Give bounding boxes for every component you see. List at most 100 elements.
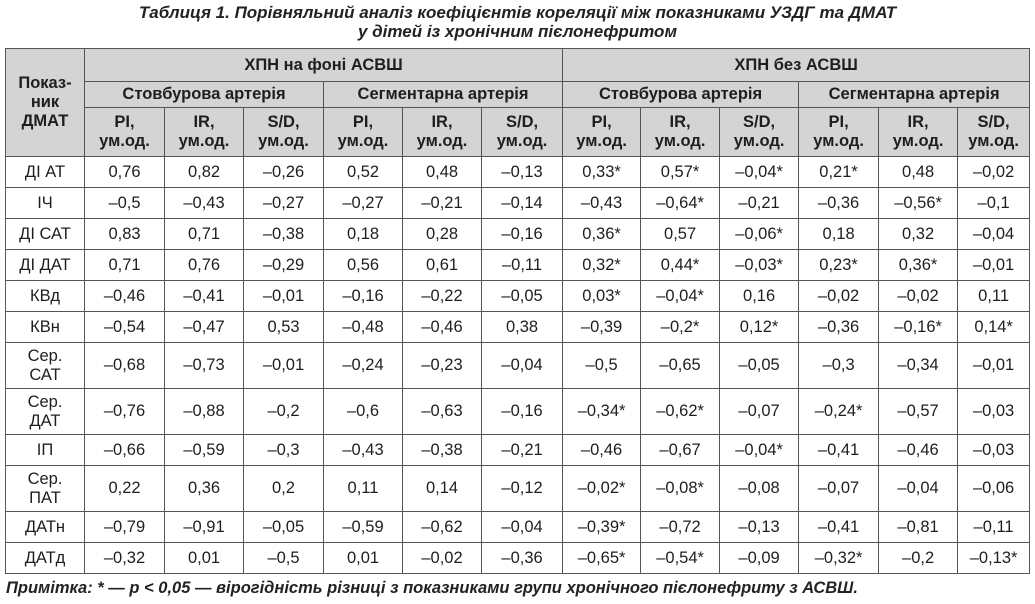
table-cell: –0,43 — [323, 434, 403, 466]
table-row: ДІ АТ 0,76 0,82 –0,26 0,52 0,48 –0,13 0,33* 0,57… — [5, 156, 1031, 188]
index-header: S/D, ум.од. — [719, 107, 800, 157]
table-cell: –0,79 — [84, 511, 165, 543]
table-cell: –0,62* — [640, 388, 721, 435]
table-cell: –0,05 — [480, 280, 564, 312]
table-cell: –0,23 — [402, 342, 482, 389]
table-cell: –0,07 — [798, 465, 880, 512]
table-cell: –0,63 — [402, 388, 482, 435]
table-cell: –0,64* — [640, 187, 721, 219]
table-cell: –0,16 — [480, 388, 564, 435]
table-cell: 0,44* — [640, 249, 721, 281]
table-cell: –0,43 — [164, 187, 244, 219]
table-caption: Таблиця 1. Порівняльний аналіз коефіцієн… — [0, 3, 1035, 41]
index-header: IR, ум.од. — [402, 107, 482, 157]
table-cell: –0,38 — [243, 218, 324, 250]
table-cell: –0,32* — [798, 542, 880, 574]
table-cell: –0,29 — [243, 249, 324, 281]
table-cell: –0,57 — [878, 388, 959, 435]
row-label: Сер. САТ — [5, 342, 85, 389]
table-row: ДІ САТ 0,83 0,71 –0,38 0,18 0,28 –0,16 0,36* 0,5… — [5, 218, 1031, 250]
table-cell: –0,08* — [640, 465, 721, 512]
table-cell: –0,66 — [84, 434, 165, 466]
table-row: КВн –0,54 –0,47 0,53 –0,48 –0,46 0,38 –0,39 –0,2… — [5, 311, 1031, 343]
row-label: ІП — [5, 434, 85, 466]
table-cell: 0,23* — [798, 249, 880, 281]
table-cell: 0,18 — [323, 218, 403, 250]
table-cell: –0,01 — [957, 249, 1031, 281]
index-header: IR, ум.од. — [640, 107, 721, 157]
table-cell: –0,16 — [323, 280, 403, 312]
table-cell: 0,16 — [719, 280, 800, 312]
table-cell: 0,36* — [878, 249, 959, 281]
row-label: Сер. ДАТ — [5, 388, 85, 435]
table-cell: –0,76 — [84, 388, 165, 435]
table-cell: 0,76 — [84, 156, 165, 188]
table-cell: –0,32 — [84, 542, 165, 574]
table-cell: –0,02 — [957, 156, 1031, 188]
table-cell: –0,27 — [323, 187, 403, 219]
table-cell: 0,61 — [402, 249, 482, 281]
index-header: IR, ум.од. — [164, 107, 244, 157]
row-label: ДІ АТ — [5, 156, 85, 188]
table-cell: –0,03* — [719, 249, 800, 281]
index-header: S/D, ум.од. — [243, 107, 324, 157]
table-cell: 0,56 — [323, 249, 403, 281]
table-cell: –0,06 — [957, 465, 1031, 512]
table-row: ДАТд –0,32 0,01 –0,5 0,01 –0,02 –0,36 –0,65* –0,… — [5, 542, 1031, 574]
table-cell: –0,06* — [719, 218, 800, 250]
artery-header: Стовбурова артерія — [562, 81, 800, 108]
table-cell: –0,26 — [243, 156, 324, 188]
table-cell: 0,71 — [84, 249, 165, 281]
table-cell: –0,46 — [84, 280, 165, 312]
table-row: Сер. САТ –0,68 –0,73 –0,01 –0,24 –0,23 –0,04 –0… — [5, 342, 1031, 389]
table-cell: 0,28 — [402, 218, 482, 250]
table-cell: –0,02* — [562, 465, 642, 512]
row-label: КВд — [5, 280, 85, 312]
table-cell: –0,39* — [562, 511, 642, 543]
table-cell: –0,02 — [798, 280, 880, 312]
table-cell: –0,12 — [480, 465, 564, 512]
caption-line-2: у дітей із хронічним пієлонефритом — [357, 22, 678, 41]
correlation-table: Показ- ник ДМАТ ХПН на фоні АСВШ ХПН без… — [5, 48, 1031, 574]
index-header: IR, ум.од. — [878, 107, 959, 157]
table-cell: –0,48 — [323, 311, 403, 343]
table-cell: 0,14* — [957, 311, 1031, 343]
table-cell: 0,11 — [957, 280, 1031, 312]
table-cell: –0,04* — [719, 434, 800, 466]
table-cell: –0,2* — [640, 311, 721, 343]
caption-line-1: Таблиця 1. Порівняльний аналіз коефіцієн… — [138, 3, 897, 22]
table-cell: –0,38 — [402, 434, 482, 466]
table-cell: –0,2 — [878, 542, 959, 574]
table-cell: 0,71 — [164, 218, 244, 250]
table-cell: –0,11 — [480, 249, 564, 281]
table-cell: –0,34* — [562, 388, 642, 435]
table-cell: –0,11 — [957, 511, 1031, 543]
table-cell: –0,01 — [243, 342, 324, 389]
table-cell: –0,16 — [480, 218, 564, 250]
row-label: ІЧ — [5, 187, 85, 219]
table-cell: –0,56* — [878, 187, 959, 219]
table-cell: –0,54* — [640, 542, 721, 574]
table-cell: –0,54 — [84, 311, 165, 343]
table-cell: –0,34 — [878, 342, 959, 389]
table-cell: –0,43 — [562, 187, 642, 219]
index-header: S/D, ум.од. — [957, 107, 1031, 157]
index-header: PI, ум.од. — [84, 107, 165, 157]
index-header: PI, ум.од. — [323, 107, 403, 157]
artery-header: Стовбурова артерія — [84, 81, 324, 108]
table-cell: 0,57 — [640, 218, 721, 250]
table-cell: –0,88 — [164, 388, 244, 435]
table-cell: –0,5 — [243, 542, 324, 574]
table-cell: –0,3 — [798, 342, 880, 389]
table-cell: –0,04* — [640, 280, 721, 312]
table-cell: –0,04* — [719, 156, 800, 188]
table-cell: –0,73 — [164, 342, 244, 389]
table-cell: –0,65 — [640, 342, 721, 389]
table-cell: –0,08 — [719, 465, 800, 512]
table-cell: 0,76 — [164, 249, 244, 281]
table-cell: 0,53 — [243, 311, 324, 343]
table-cell: –0,22 — [402, 280, 482, 312]
table-cell: –0,07 — [719, 388, 800, 435]
group-header: ХПН на фоні АСВШ — [83, 48, 564, 82]
table-cell: –0,27 — [243, 187, 324, 219]
